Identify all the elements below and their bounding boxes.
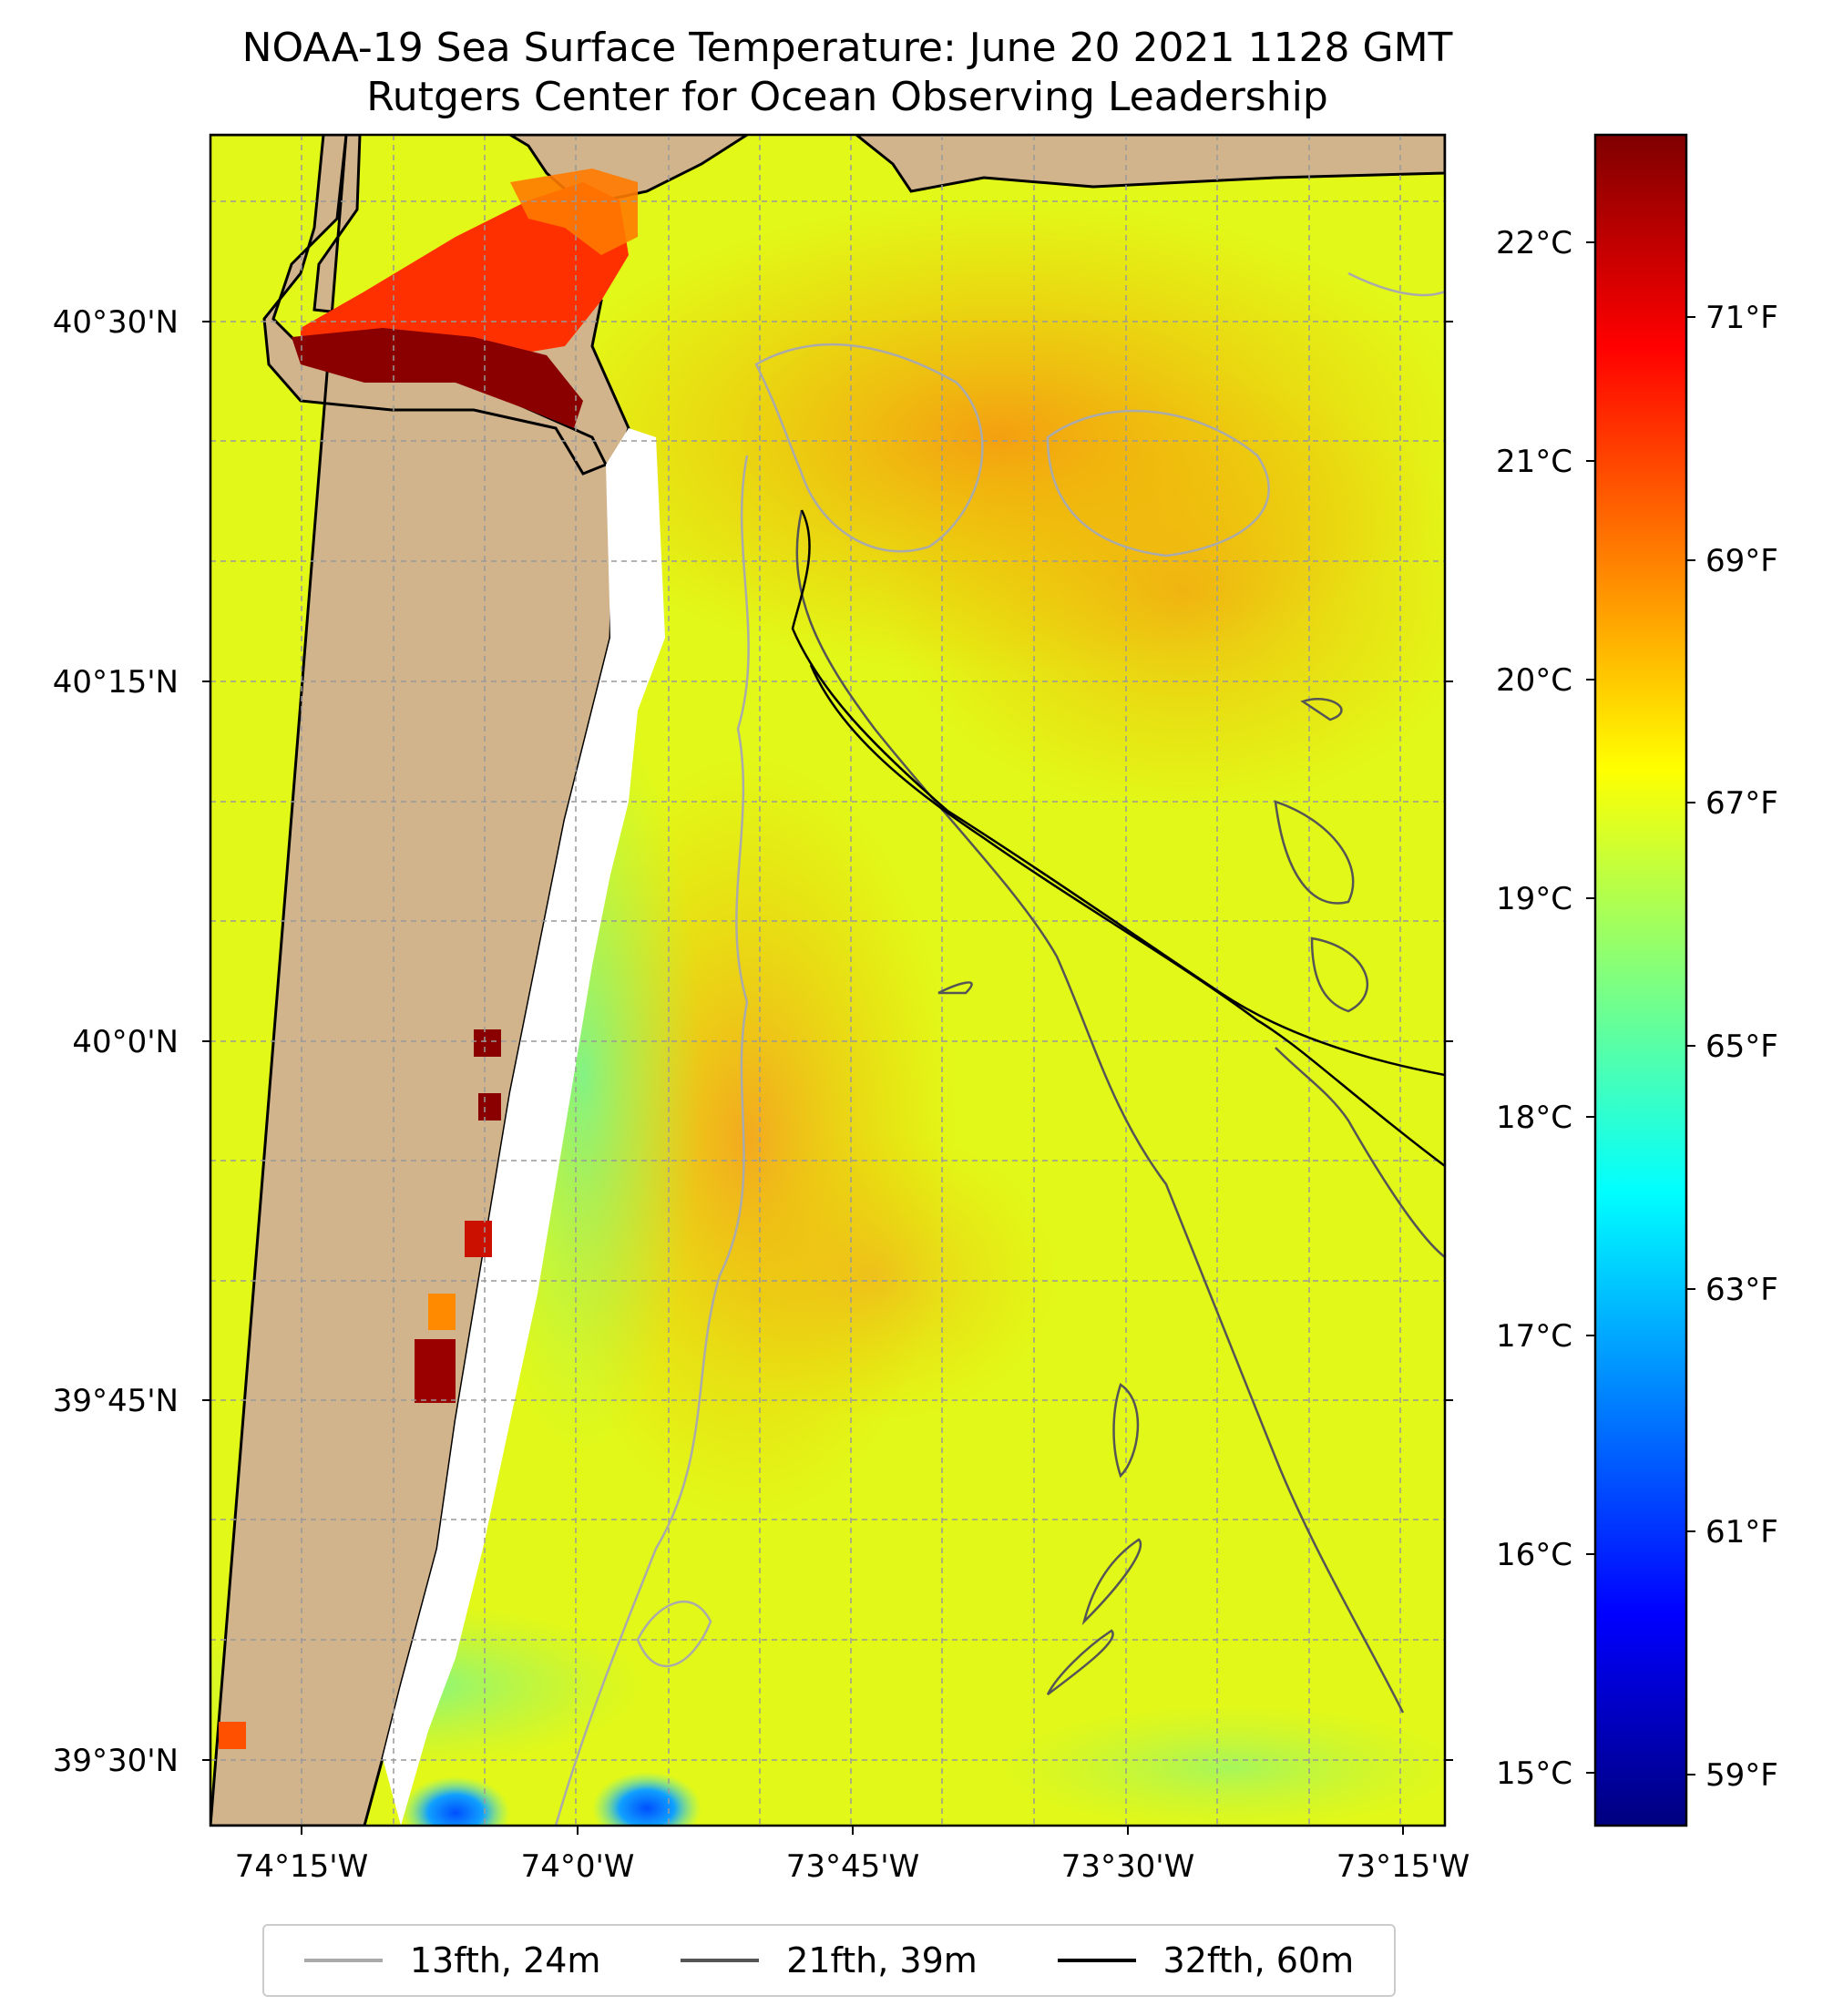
colorbar-celsius-label: 22°C	[1496, 225, 1572, 261]
lon-label: 74°0'W	[521, 1848, 635, 1885]
map-gridlines	[210, 135, 1445, 1826]
contour-39m	[795, 509, 1445, 1714]
colorbar-fahrenheit-label: 65°F	[1705, 1028, 1778, 1065]
lon-label: 74°15'W	[235, 1848, 369, 1885]
colorbar-celsius-label: 15°C	[1496, 1755, 1572, 1792]
lat-label: 40°30'N	[53, 304, 179, 341]
map-frame	[209, 133, 1447, 1827]
map-title: NOAA-19 Sea Surface Temperature: June 20…	[241, 25, 1453, 71]
colorbar-celsius-label: 18°C	[1496, 1100, 1572, 1136]
hot-bay-patch	[292, 328, 583, 428]
legend-label: 13fth, 24m	[409, 1940, 601, 1980]
colorbar-fahrenheit-label: 59°F	[1705, 1757, 1778, 1794]
legend-label: 21fth, 39m	[786, 1940, 978, 1980]
contour-24m	[554, 271, 1445, 1826]
colorbar-celsius-label: 17°C	[1496, 1318, 1572, 1355]
sst-map-figure: 40°30'N 40°15'N 40°0'N 39°45'N 39°30'N 7…	[53, 133, 1778, 1885]
colorbar-celsius-label: 16°C	[1496, 1537, 1572, 1573]
map-area	[210, 135, 1445, 1826]
colorbar-ticks	[1586, 241, 1695, 1776]
lon-label: 73°15'W	[1337, 1848, 1470, 1885]
colorbar-fahrenheit-label: 63°F	[1705, 1272, 1778, 1308]
lat-label: 39°30'N	[53, 1743, 179, 1779]
lat-label: 40°15'N	[53, 664, 179, 701]
colorbar-celsius-label: 21°C	[1496, 444, 1572, 480]
colorbar-fahrenheit-label: 61°F	[1705, 1514, 1778, 1550]
contour-60m	[791, 509, 1445, 1167]
colorbar-fahrenheit-label: 69°F	[1705, 543, 1778, 579]
colorbar-celsius-label: 19°C	[1496, 881, 1572, 917]
colorbar	[1593, 133, 1688, 1827]
longitude-ticks	[301, 1826, 1404, 1835]
legend-entry-24m: 13fth, 24m	[303, 1940, 601, 1980]
latitude-ticks	[202, 321, 1453, 1761]
lat-label: 40°0'N	[72, 1024, 179, 1060]
lon-label: 73°45'W	[786, 1848, 920, 1885]
colorbar-fahrenheit-label: 67°F	[1705, 785, 1778, 822]
legend-label: 32fth, 60m	[1162, 1940, 1355, 1980]
lon-label: 73°30'W	[1061, 1848, 1195, 1885]
warm-bay-patch	[301, 182, 629, 364]
legend-entry-39m: 21fth, 39m	[681, 1940, 978, 1980]
colorbar-fahrenheit-label: 71°F	[1705, 300, 1778, 336]
legend-line-swatch	[1057, 1959, 1136, 1962]
contour-legend: 13fth, 24m 21fth, 39m 32fth, 60m	[262, 1924, 1396, 1997]
legend-line-swatch	[681, 1959, 760, 1962]
legend-line-swatch	[303, 1959, 383, 1962]
no-data-coastal-strip	[383, 428, 665, 1826]
colorbar-celsius-label: 20°C	[1496, 662, 1572, 699]
lat-label: 39°45'N	[53, 1383, 179, 1419]
legend-entry-60m: 32fth, 60m	[1057, 1940, 1355, 1980]
map-subtitle: Rutgers Center for Ocean Observing Leade…	[366, 74, 1328, 120]
